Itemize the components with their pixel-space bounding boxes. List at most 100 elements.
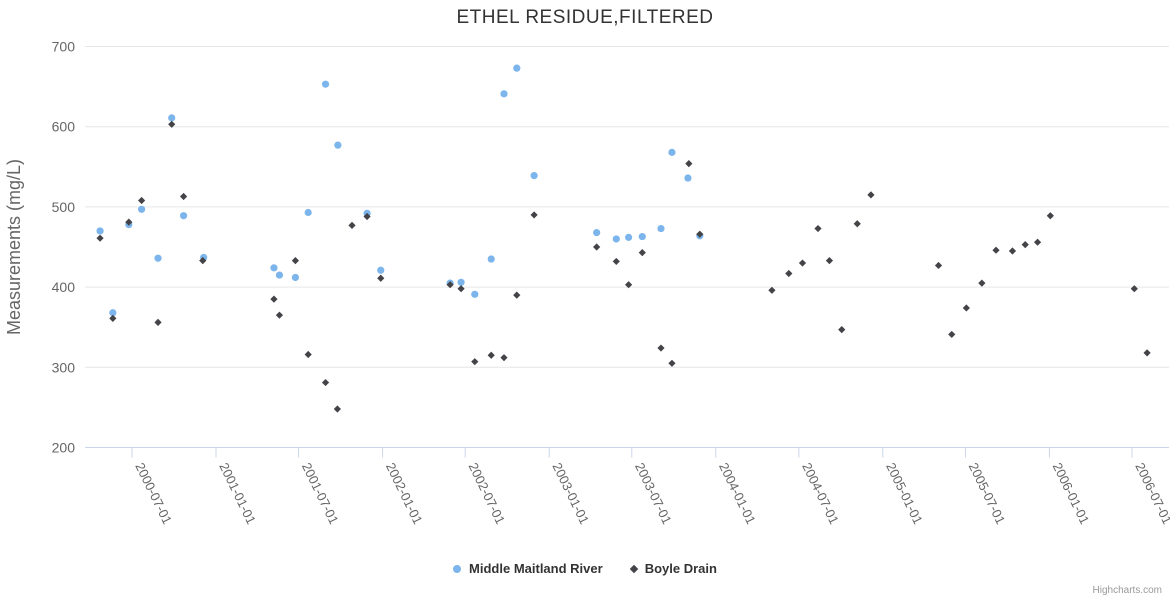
- data-point-2[interactable]: [668, 359, 676, 367]
- x-axis-tick-label: 2005-07-01: [966, 460, 1009, 526]
- x-axis-tick-label: 2003-07-01: [632, 460, 675, 526]
- x-axis-tick-label: 2006-01-01: [1050, 460, 1093, 526]
- data-point-2[interactable]: [612, 257, 620, 266]
- data-point-1[interactable]: [109, 309, 117, 317]
- data-point-1[interactable]: [684, 174, 692, 182]
- highcharts-credit-link[interactable]: Highcharts.com: [1092, 585, 1162, 596]
- data-point-2[interactable]: [377, 274, 385, 282]
- data-point-2[interactable]: [179, 192, 188, 201]
- data-point-2[interactable]: [825, 257, 834, 265]
- y-axis-tick-label: 600: [52, 119, 76, 135]
- data-point-2[interactable]: [867, 191, 875, 199]
- data-point-1[interactable]: [530, 172, 538, 180]
- data-point-2[interactable]: [471, 358, 479, 366]
- data-point-1[interactable]: [500, 90, 508, 98]
- data-point-2[interactable]: [291, 257, 300, 265]
- legend-item-boyle-drain[interactable]: Boyle Drain: [629, 561, 717, 576]
- x-axis-tick-label: 2001-01-01: [216, 460, 259, 526]
- data-point-2[interactable]: [125, 218, 133, 226]
- data-point-2[interactable]: [333, 405, 342, 413]
- x-axis-tick-label: 2006-07-01: [1132, 460, 1170, 526]
- legend-item-middle-maitland-river[interactable]: Middle Maitland River: [453, 561, 603, 576]
- x-axis-tick-label: 2002-01-01: [383, 460, 426, 526]
- data-point-1[interactable]: [593, 228, 601, 237]
- data-point-2[interactable]: [853, 220, 861, 228]
- data-point-1[interactable]: [270, 264, 278, 272]
- data-point-1[interactable]: [179, 212, 188, 220]
- data-point-2[interactable]: [270, 295, 278, 303]
- data-point-2[interactable]: [457, 285, 465, 293]
- data-point-2[interactable]: [513, 291, 521, 299]
- data-point-2[interactable]: [948, 330, 956, 339]
- data-point-2[interactable]: [593, 243, 601, 251]
- data-point-1[interactable]: [137, 205, 146, 213]
- data-point-2[interactable]: [685, 159, 693, 168]
- data-point-1[interactable]: [657, 224, 665, 233]
- y-axis-tick-label: 500: [52, 199, 76, 215]
- data-point-2[interactable]: [1008, 247, 1017, 255]
- data-point-1[interactable]: [457, 278, 465, 286]
- data-point-2[interactable]: [798, 259, 807, 267]
- data-point-2[interactable]: [978, 279, 986, 287]
- data-point-2[interactable]: [487, 351, 495, 359]
- data-point-2[interactable]: [275, 311, 284, 319]
- data-point-2[interactable]: [446, 281, 454, 289]
- data-point-2[interactable]: [624, 281, 633, 289]
- data-point-2[interactable]: [321, 378, 330, 387]
- y-axis-title: Measurements (mg/L): [4, 159, 24, 335]
- data-point-2[interactable]: [1033, 238, 1042, 246]
- data-point-2[interactable]: [168, 120, 176, 128]
- data-point-1[interactable]: [513, 64, 521, 72]
- legend-label: Middle Maitland River: [469, 561, 603, 576]
- data-point-2[interactable]: [768, 286, 776, 294]
- data-point-2[interactable]: [1143, 349, 1151, 357]
- data-point-2[interactable]: [657, 344, 665, 352]
- data-point-2[interactable]: [96, 234, 104, 242]
- data-point-1[interactable]: [377, 266, 385, 274]
- y-axis-tick-label: 300: [52, 359, 76, 375]
- data-point-2[interactable]: [838, 326, 846, 334]
- data-point-2[interactable]: [109, 314, 117, 322]
- x-axis-tick-label: 2004-07-01: [799, 460, 842, 526]
- x-axis-tick-label: 2003-01-01: [549, 460, 592, 526]
- data-point-2[interactable]: [154, 318, 162, 326]
- data-point-2[interactable]: [1021, 240, 1029, 249]
- data-point-2[interactable]: [962, 304, 970, 312]
- data-point-2[interactable]: [304, 350, 312, 359]
- data-point-2[interactable]: [814, 224, 822, 233]
- data-point-1[interactable]: [154, 254, 162, 262]
- data-point-1[interactable]: [304, 208, 312, 217]
- data-point-2[interactable]: [348, 221, 356, 229]
- data-point-1[interactable]: [168, 114, 176, 122]
- data-point-2[interactable]: [137, 196, 146, 205]
- legend-label: Boyle Drain: [644, 561, 717, 576]
- data-point-2[interactable]: [199, 257, 207, 265]
- data-point-2[interactable]: [992, 246, 1000, 254]
- data-point-1[interactable]: [668, 148, 676, 156]
- data-point-1[interactable]: [96, 227, 104, 235]
- data-point-1[interactable]: [612, 235, 620, 243]
- y-axis-tick-label: 200: [52, 440, 76, 456]
- x-axis-tick-label: 2001-07-01: [299, 460, 342, 526]
- data-point-1[interactable]: [291, 273, 300, 282]
- data-point-2[interactable]: [696, 230, 704, 238]
- data-point-2[interactable]: [530, 211, 538, 219]
- data-point-1[interactable]: [624, 233, 633, 241]
- data-point-1[interactable]: [334, 141, 342, 149]
- data-point-2[interactable]: [1046, 212, 1054, 220]
- data-point-2[interactable]: [363, 212, 371, 221]
- data-point-1[interactable]: [487, 255, 495, 263]
- data-point-1[interactable]: [275, 271, 284, 279]
- data-point-2[interactable]: [785, 269, 793, 278]
- data-point-1[interactable]: [638, 232, 646, 241]
- data-point-2[interactable]: [1130, 285, 1138, 293]
- legend: Middle Maitland River Boyle Drain: [0, 561, 1170, 576]
- data-point-2[interactable]: [638, 249, 646, 257]
- data-point-1[interactable]: [321, 80, 330, 88]
- data-point-1[interactable]: [471, 290, 479, 298]
- data-point-2[interactable]: [934, 261, 943, 270]
- y-axis-tick-label: 400: [52, 279, 76, 295]
- data-point-2[interactable]: [500, 354, 508, 362]
